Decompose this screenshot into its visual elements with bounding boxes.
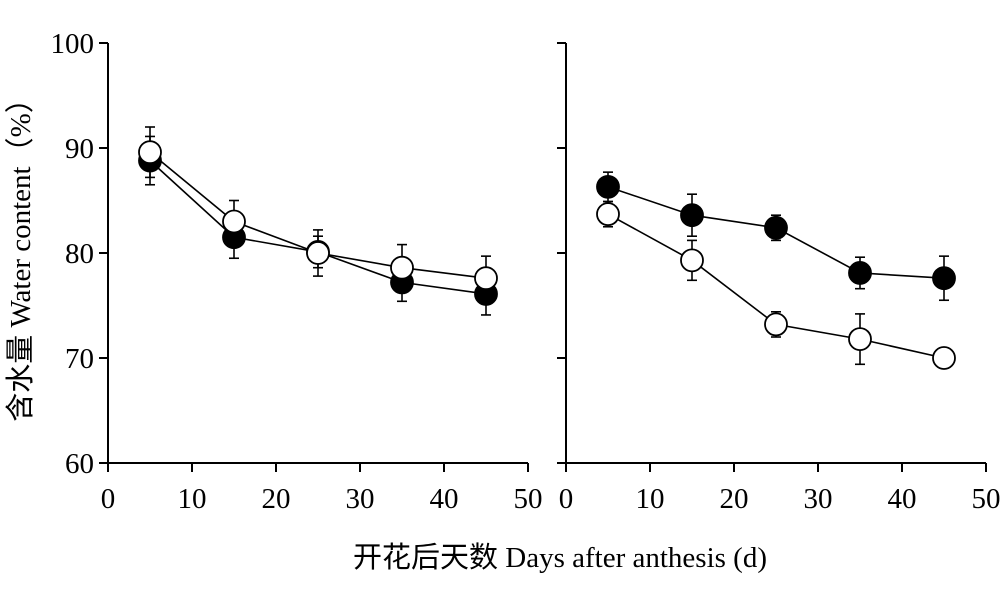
y-axis-title: 含水量 Water content（%） bbox=[4, 84, 37, 422]
x-tick-label: 20 bbox=[720, 483, 749, 515]
data-point-open bbox=[596, 202, 620, 227]
x-tick-label: 30 bbox=[804, 483, 833, 515]
series-2 bbox=[596, 200, 956, 370]
x-tick-label: 0 bbox=[101, 483, 116, 515]
chart-panels: 60 70 80 90 100 0 10 20 30 40 50 0 10 20 30 40 50 bbox=[51, 28, 1000, 515]
data-point-open bbox=[390, 255, 414, 280]
data-point-filled bbox=[848, 261, 872, 285]
y-tick-label: 100 bbox=[51, 28, 95, 60]
series-1 bbox=[596, 171, 956, 302]
x-tick-label: 0 bbox=[559, 483, 574, 515]
x-axis-title: 开花后天数 Days after anthesis (d) bbox=[353, 541, 767, 574]
x-tick-label: 50 bbox=[514, 483, 543, 515]
x-tick-label: 30 bbox=[346, 483, 375, 515]
data-point-open bbox=[222, 209, 246, 234]
data-point-open bbox=[306, 241, 330, 265]
data-point-filled bbox=[680, 203, 704, 228]
y-tick-label: 70 bbox=[65, 343, 94, 375]
y-tick-label: 60 bbox=[65, 448, 94, 480]
x-tick-label: 20 bbox=[262, 483, 291, 515]
data-point-open bbox=[680, 248, 704, 273]
y-tick-label: 90 bbox=[65, 133, 94, 165]
series-2 bbox=[138, 126, 498, 302]
data-point-open bbox=[848, 327, 872, 352]
data-point-filled bbox=[932, 266, 956, 291]
x-tick-label: 40 bbox=[430, 483, 459, 515]
chart-panel-2: 0 10 20 30 40 50 bbox=[557, 42, 1000, 515]
chart-panel-1: 60 70 80 90 100 0 10 20 30 40 50 bbox=[51, 28, 543, 515]
data-point-open bbox=[474, 266, 498, 291]
x-tick-label: 10 bbox=[178, 483, 207, 515]
data-point-filled bbox=[596, 174, 620, 199]
x-tick-label: 40 bbox=[888, 483, 917, 515]
data-point-open bbox=[138, 140, 162, 165]
x-tick-label: 50 bbox=[972, 483, 1000, 515]
x-tick-label: 10 bbox=[636, 483, 665, 515]
data-point-open bbox=[764, 312, 788, 337]
data-point-open bbox=[932, 346, 956, 370]
data-point-filled bbox=[764, 215, 788, 240]
y-tick-label: 80 bbox=[65, 238, 94, 270]
